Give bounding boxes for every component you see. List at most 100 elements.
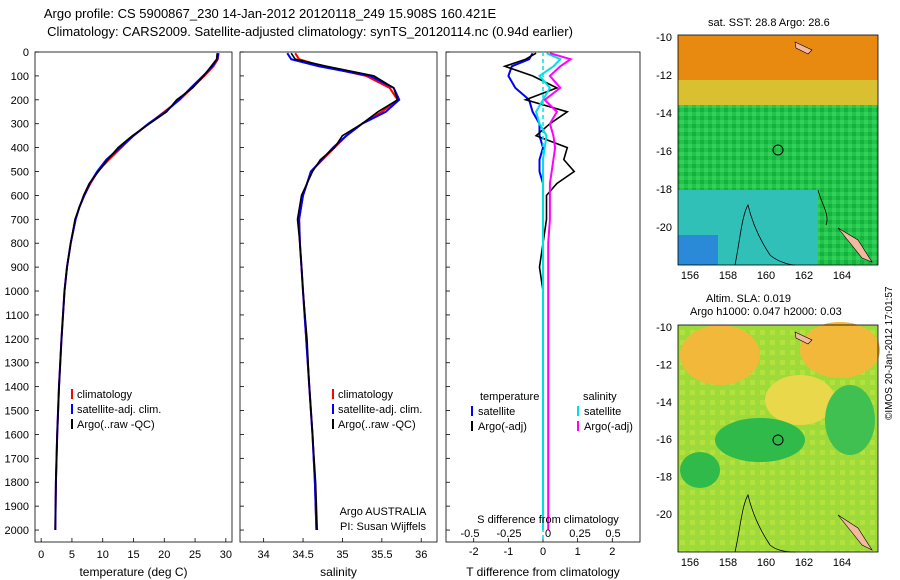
- sst-lat-tick-label: -16: [656, 146, 672, 158]
- y-tick-label: 1000: [5, 286, 29, 298]
- sla-high-patch: [800, 322, 880, 378]
- x-tick-label: 30: [220, 549, 232, 561]
- legend-entry: climatology: [77, 389, 133, 401]
- sla-lat-tick-label: -14: [656, 397, 672, 409]
- y-tick-label: 900: [11, 262, 29, 274]
- new-caledonia-landmass: [837, 227, 873, 263]
- sla-label: Altim. SLA: 0.019: [706, 293, 791, 305]
- sla-high-patch: [680, 325, 760, 385]
- x-tick-label: -1: [503, 546, 513, 558]
- sst-map-frame: [677, 34, 879, 266]
- salinity-panel: 34 34.5 35 35.5 36 salinity climatology satelli…: [239, 51, 438, 579]
- y-tick-label: 2000: [5, 525, 29, 537]
- secondary-x-tick-label: -0.25: [496, 528, 521, 540]
- sst-transition-band: [678, 80, 878, 105]
- sst-lon-tick-label: 162: [795, 270, 813, 282]
- sst-lat-tick-label: -12: [656, 70, 672, 82]
- imos-timestamp: ©IMOS 20-Jan-2012 17:01:57: [884, 286, 895, 420]
- x-axis-label: salinity: [320, 565, 357, 579]
- sla-lon-tick-label: 164: [833, 557, 851, 569]
- x-tick-label: 5: [69, 549, 75, 561]
- legend-entry: Argo(..raw -QC): [77, 419, 155, 431]
- profile-title: Argo profile: CS 5900867_230 14-Jan-2012…: [43, 6, 497, 21]
- sst-lon-tick-label: 158: [719, 270, 737, 282]
- x-axis-label: temperature (deg C): [79, 565, 187, 579]
- sst-lat-tick-label: -14: [656, 108, 672, 120]
- y-tick-label: 1100: [5, 310, 29, 322]
- climatology-subtitle: Climatology: CARS2009. Satellite-adjuste…: [47, 24, 573, 39]
- secondary-x-tick-label: 0.25: [569, 528, 590, 540]
- secondary-x-axis-label: S difference from climatology: [477, 514, 619, 526]
- sla-lat-tick-label: -12: [656, 359, 672, 371]
- y-tick-label: 400: [11, 143, 29, 155]
- sst-map: [677, 34, 879, 266]
- y-tick-label: 1800: [5, 477, 29, 489]
- x-tick-label: 15: [127, 549, 139, 561]
- y-tick-label: 100: [11, 71, 29, 83]
- pi-name-label: PI: Susan Wijffels: [340, 521, 426, 533]
- sla-contour: [734, 493, 796, 553]
- sla-lat-tick-label: -10: [656, 322, 672, 334]
- y-tick-label: 1200: [5, 334, 29, 346]
- x-tick-label: 34: [258, 549, 270, 561]
- secondary-x-tick-label: 0.5: [605, 528, 620, 540]
- sla-lon-tick-label: 162: [795, 557, 813, 569]
- sla-lon-tick-label: 158: [719, 557, 737, 569]
- argo-program-label: Argo AUSTRALIA: [340, 506, 427, 518]
- x-tick-label: 25: [189, 549, 201, 561]
- y-tick-label: 0: [23, 47, 29, 59]
- sla-low-patch: [680, 452, 720, 488]
- y-tick-label: 1400: [5, 382, 29, 394]
- sla-low-patch: [715, 418, 805, 462]
- x-tick-label: -2: [469, 546, 479, 558]
- legend-entry: Argo(..raw -QC): [338, 419, 416, 431]
- sst-lat-tick-label: -10: [656, 32, 672, 44]
- x-tick-label: 20: [158, 549, 170, 561]
- sla-lon-tick-label: 160: [757, 557, 775, 569]
- sst-lat-tick-label: -20: [656, 222, 672, 234]
- y-tick-label: 1300: [5, 358, 29, 370]
- sla-map-frame: [677, 324, 879, 553]
- y-tick-label: 200: [11, 95, 29, 107]
- sst-lon-tick-label: 156: [681, 270, 699, 282]
- y-tick-label: 600: [11, 190, 29, 202]
- sst-contour: [817, 189, 828, 226]
- difference-panel: -2 -1 0 1 2 T difference from climatology temp…: [445, 51, 641, 579]
- x-tick-label: 35.5: [371, 549, 392, 561]
- island-landmass: [794, 331, 813, 345]
- series-line-argo-raw-qc-: [290, 52, 399, 531]
- legend-entry: Argo(-adj): [584, 421, 633, 433]
- secondary-x-tick-label: -0.5: [461, 528, 480, 540]
- x-tick-label: 0: [38, 549, 44, 561]
- plot-frame: [34, 51, 233, 543]
- sla-lat-tick-label: -16: [656, 434, 672, 446]
- sla-lat-tick-label: -20: [656, 509, 672, 521]
- x-tick-label: 0: [540, 546, 546, 558]
- sst-contour: [734, 203, 796, 266]
- argo-position-marker: [772, 144, 784, 156]
- legend-entry: satellite-adj. clim.: [77, 404, 161, 416]
- sla-mid-patch: [765, 375, 835, 425]
- y-tick-label: 1500: [5, 406, 29, 418]
- y-tick-label: 300: [11, 119, 29, 131]
- sst-label: sat. SST: 28.8 Argo: 28.6: [708, 17, 830, 29]
- legend-entry: Argo(-adj): [478, 421, 527, 433]
- plot-frame: [239, 51, 438, 543]
- map-axis-ticks: -10 -12 -14 -16 -18 -20 156 158 160 162 164 -10 -12 -…: [656, 32, 851, 569]
- new-caledonia-landmass: [837, 514, 873, 551]
- argo-height-label: Argo h1000: 0.047 h2000: 0.03: [690, 306, 842, 318]
- sla-lon-tick-label: 156: [681, 557, 699, 569]
- x-tick-label: 2: [609, 546, 615, 558]
- y-tick-label: 1900: [5, 501, 29, 513]
- legend-title-salinity: salinity: [583, 391, 617, 403]
- series-line-argo-raw-qc-: [54, 53, 218, 531]
- y-tick-label: 800: [11, 238, 29, 250]
- sla-lat-tick-label: -18: [656, 472, 672, 484]
- legend-title-temperature: temperature: [480, 391, 539, 403]
- argo-position-marker: [772, 434, 784, 446]
- secondary-x-tick-label: 0: [545, 528, 551, 540]
- island-landmass: [794, 41, 813, 55]
- sla-low-patch: [825, 385, 875, 455]
- legend-entry: satellite: [584, 406, 621, 418]
